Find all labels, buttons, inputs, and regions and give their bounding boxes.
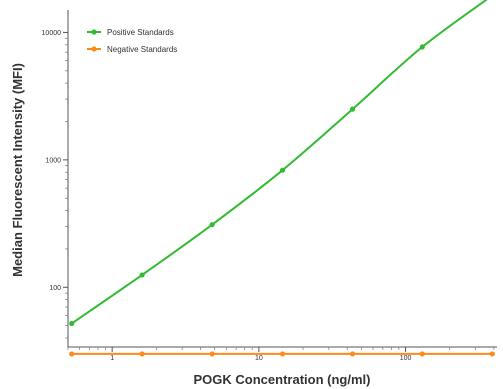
y-axis-title: Median Fluorescent Intensity (MFI) bbox=[10, 63, 25, 277]
negative-standards-point bbox=[279, 351, 286, 357]
positive-standards-point bbox=[139, 272, 145, 278]
positive-standards-point bbox=[419, 44, 425, 50]
positive-standards-point bbox=[69, 320, 75, 327]
legend-label-negative-standards: Negative Standards bbox=[107, 45, 177, 54]
negative-standards-point bbox=[139, 351, 145, 357]
negative-standards-point bbox=[209, 351, 215, 357]
y-ticks: 100 1000 10000 bbox=[42, 30, 68, 339]
positive-standards-point bbox=[209, 222, 215, 228]
x-ticks: 1 10 100 bbox=[67, 347, 495, 362]
legend: Positive Standards Negative Standards bbox=[87, 28, 177, 54]
negative-standards-point bbox=[349, 351, 356, 357]
negative-standards-point bbox=[419, 351, 425, 357]
x-tick-label: 1 bbox=[110, 355, 114, 362]
positive-standards-point bbox=[279, 167, 286, 173]
legend-marker-positive-standards bbox=[91, 29, 97, 35]
x-tick-label: 10 bbox=[255, 355, 263, 362]
negative-standards-point bbox=[69, 351, 75, 357]
legend-marker-negative-standards bbox=[91, 46, 97, 52]
negative-standards-point bbox=[489, 351, 495, 357]
axes bbox=[67, 10, 497, 348]
legend-label-positive-standards: Positive Standards bbox=[107, 28, 174, 37]
series-layer bbox=[69, 0, 495, 357]
x-tick-label: 100 bbox=[400, 355, 412, 362]
y-tick-label: 1000 bbox=[45, 157, 61, 164]
positive-standards-point bbox=[349, 106, 356, 112]
y-tick-label: 10000 bbox=[42, 30, 62, 37]
y-tick-label: 100 bbox=[49, 285, 61, 292]
x-axis-title: POGK Concentration (ng/ml) bbox=[194, 372, 371, 387]
